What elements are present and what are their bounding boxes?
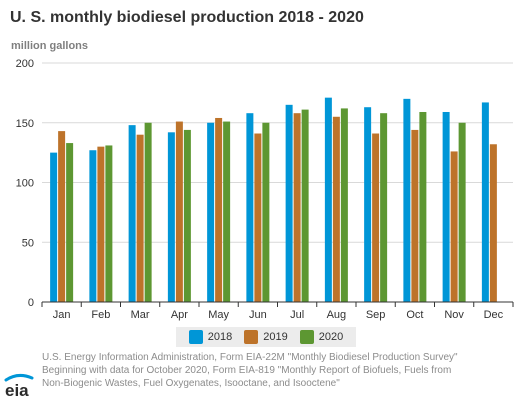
x-tick-label: Oct — [406, 309, 423, 321]
bar-2020-Oct — [419, 111, 427, 303]
y-tick-label: 50 — [22, 237, 34, 249]
bar-2019-Aug — [332, 116, 340, 303]
bar-2019-Dec — [489, 144, 497, 302]
chart-legend: 2018 2019 2020 — [176, 327, 356, 347]
bar-2019-Jan — [58, 131, 66, 302]
x-tick-label: Dec — [484, 309, 504, 321]
bar-2019-May — [215, 117, 223, 302]
bar-2019-Apr — [175, 121, 183, 303]
bar-2020-Jun — [262, 122, 270, 302]
bar-chart: 0 50 100 150 200 Jan Feb Mar Apr May Jun Jul Aug Sep O… — [16, 58, 514, 321]
legend-swatch-2019 — [244, 330, 259, 344]
bar-2018-Aug — [324, 97, 332, 302]
bar-2020-Aug — [340, 108, 348, 302]
bar-2018-May — [207, 122, 215, 302]
x-tick-label: Jan — [53, 309, 71, 321]
x-tick-label: Aug — [327, 309, 347, 321]
bar-2020-Sep — [380, 113, 388, 302]
source-line-1: U.S. Energy Information Administration, … — [42, 352, 458, 363]
bar-2020-Feb — [105, 145, 113, 302]
x-tick-label: Jul — [290, 309, 304, 321]
bar-2019-Sep — [372, 133, 380, 302]
y-tick-label: 200 — [16, 58, 34, 70]
bar-2020-Jul — [301, 109, 309, 302]
bar-2018-Feb — [89, 150, 97, 302]
bar-2018-Jun — [246, 113, 254, 302]
bar-2018-Nov — [442, 111, 450, 303]
x-tick-label: Apr — [171, 309, 188, 321]
bar-2019-Mar — [136, 134, 144, 302]
legend-item-2018: 2018 — [188, 330, 233, 344]
legend-swatch-2018 — [188, 330, 203, 344]
x-tick-label: Feb — [91, 309, 110, 321]
bar-2018-Jan — [50, 152, 58, 302]
bar-2018-Mar — [128, 125, 136, 302]
y-tick-label: 0 — [28, 297, 34, 309]
bar-2020-May — [223, 121, 231, 303]
eia-logo: eia — [4, 373, 34, 399]
bar-2020-Nov — [458, 122, 466, 302]
source-line-2: Beginning with data for October 2020, Fo… — [42, 365, 452, 376]
bar-2018-Dec — [481, 102, 489, 302]
legend-item-2020: 2020 — [299, 330, 344, 344]
y-tick-label: 150 — [16, 118, 34, 130]
bar-2019-Jun — [254, 133, 262, 302]
bar-2020-Apr — [183, 129, 191, 302]
x-tick-label: Nov — [444, 309, 464, 321]
legend-label-2020: 2020 — [318, 331, 344, 343]
bar-2018-Sep — [364, 107, 372, 302]
source-note: U.S. Energy Information Administration, … — [42, 351, 522, 390]
source-line-3: Non-Biogenic Wastes, Fuel Oxygenates, Is… — [42, 378, 340, 389]
bar-2018-Apr — [167, 132, 175, 302]
x-tick-label: Jun — [249, 309, 267, 321]
bar-2020-Jan — [66, 143, 74, 302]
y-axis-unit-label: million gallons — [11, 40, 89, 52]
x-tick-label: Mar — [131, 309, 150, 321]
bar-2019-Feb — [97, 146, 105, 302]
bar-2018-Oct — [403, 98, 411, 302]
legend-label-2018: 2018 — [207, 331, 233, 343]
legend-item-2019: 2019 — [244, 330, 288, 344]
x-tick-label: Sep — [366, 309, 386, 321]
chart-title: U. S. monthly biodiesel production 2018 … — [10, 9, 364, 26]
legend-label-2019: 2019 — [263, 331, 288, 343]
legend-swatch-2020 — [299, 330, 314, 344]
y-tick-label: 100 — [16, 178, 34, 190]
eia-logo-text: eia — [5, 381, 29, 399]
bar-2019-Nov — [450, 151, 458, 302]
bar-2018-Jul — [285, 104, 293, 302]
bar-2019-Jul — [293, 113, 301, 302]
x-tick-label: May — [208, 309, 229, 321]
bar-2019-Oct — [411, 129, 419, 302]
bar-2020-Mar — [144, 122, 152, 302]
